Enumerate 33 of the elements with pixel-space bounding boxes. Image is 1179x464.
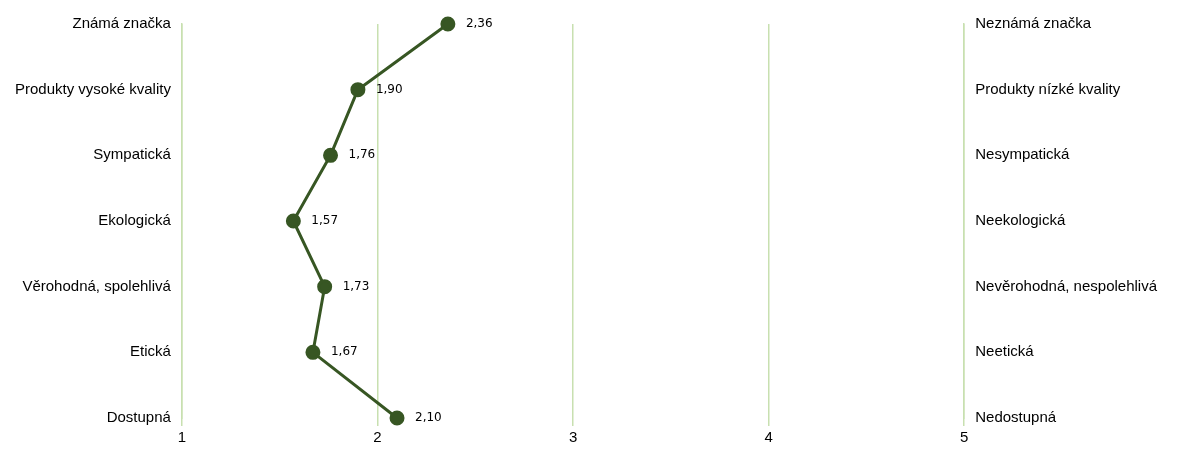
y2-tick-label: Neekologická (975, 211, 1066, 229)
data-label: 1,57 (311, 213, 339, 228)
point (317, 279, 333, 295)
y-tick-label: Sympatická (93, 145, 172, 163)
data-label: 1,76 (348, 147, 376, 162)
y2-tick-label: Nevěrohodná, nespolehlivá (975, 276, 1158, 294)
y-tick-label: Ekologická (98, 211, 172, 229)
y-tick-label: Známá značka (72, 14, 172, 32)
data-label: 2,10 (415, 410, 442, 425)
y-tick-label: Produkty vysoké kvality (15, 79, 172, 97)
y-tick-label: Dostupná (106, 408, 172, 426)
point (389, 410, 405, 426)
x-tick-label: 3 (568, 428, 578, 446)
x-tick-label: 4 (764, 428, 773, 446)
data-label: 1,73 (342, 278, 370, 293)
point (305, 344, 321, 360)
y2-tick-label: Nesympatická (975, 145, 1071, 163)
x-tick-label: 2 (373, 428, 382, 446)
point (350, 82, 366, 98)
y2-tick-label: Produkty nízké kvality (975, 79, 1121, 97)
x-tick-label: 1 (177, 428, 187, 446)
point (323, 147, 339, 163)
data-label: 1,67 (330, 344, 358, 359)
data-label: 2,36 (465, 16, 493, 31)
y2-tick-label: Nedostupná (975, 408, 1057, 426)
y2-tick-label: Neetická (975, 342, 1035, 360)
y2-tick-label: Neznámá značka (975, 14, 1092, 32)
data-label: 1,90 (375, 81, 403, 96)
point (440, 16, 456, 32)
x-tick-label: 5 (960, 428, 969, 446)
y-tick-label: Věrohodná, spolehlivá (22, 276, 172, 294)
point (285, 213, 301, 229)
y-tick-label: Etická (130, 342, 172, 360)
